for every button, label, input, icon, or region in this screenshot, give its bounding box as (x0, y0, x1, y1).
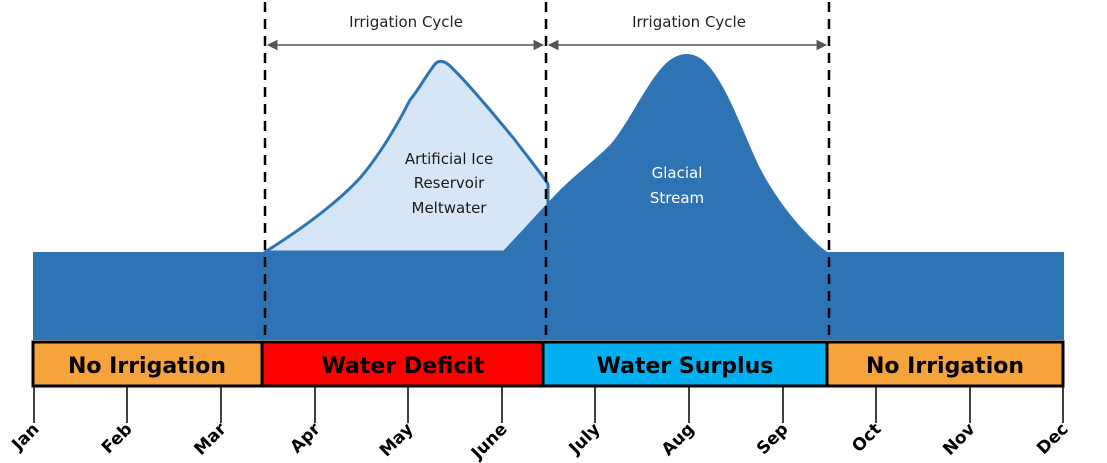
month-label-dec: Dec (1033, 419, 1072, 458)
phase-bar-outline (31, 340, 1065, 388)
month-label-oct: Oct (848, 419, 885, 456)
phase-water-deficit (262, 342, 543, 386)
irrigation-cycle-1: Irrigation Cycle (266, 13, 545, 51)
phase-no-irrigation-end (827, 342, 1063, 386)
reservoir-label-line: Artificial Ice (405, 150, 493, 168)
phase-water-surplus (543, 342, 827, 386)
glacial-label: Glacial Stream (650, 164, 704, 207)
month-label-nov: Nov (939, 419, 979, 459)
cycle-label: Irrigation Cycle (632, 13, 746, 31)
month-label-sep: Sep (753, 419, 793, 459)
month-label-jan: Jan (8, 419, 44, 455)
month-label-feb: Feb (98, 419, 137, 458)
phase-label: Water Surplus (597, 354, 774, 379)
month-label-may: May (376, 419, 418, 461)
month-label-mar: Mar (190, 419, 231, 460)
cycle-boundaries (263, 2, 831, 342)
phase-no-irrigation-start (33, 342, 262, 386)
reservoir-label-line: Reservoir (414, 174, 485, 192)
irrigation-cycle-2: Irrigation Cycle (547, 13, 828, 51)
glacial-label-line: Stream (650, 189, 704, 207)
month-label-apr: Apr (287, 419, 325, 457)
reservoir-meltwater-area (263, 59, 550, 254)
glacial-stream-area (33, 54, 1064, 340)
glacial-label-line: Glacial (652, 164, 703, 182)
reservoir-label: Artificial Ice Reservoir Meltwater (405, 150, 493, 217)
month-label-july: July (565, 419, 605, 459)
month-label-june: June (467, 419, 512, 463)
reservoir-label-line: Meltwater (412, 199, 488, 217)
cycle-label: Irrigation Cycle (349, 13, 463, 31)
month-label-aug: Aug (658, 419, 699, 460)
phase-label: No Irrigation (68, 354, 226, 379)
phase-label: Water Deficit (322, 354, 485, 379)
month-axis: Jan Feb Mar Apr May June July Aug Sep Oc… (8, 386, 1073, 463)
phase-label: No Irrigation (866, 354, 1024, 379)
phase-bar: No Irrigation Water Deficit Water Surplu… (31, 340, 1065, 388)
